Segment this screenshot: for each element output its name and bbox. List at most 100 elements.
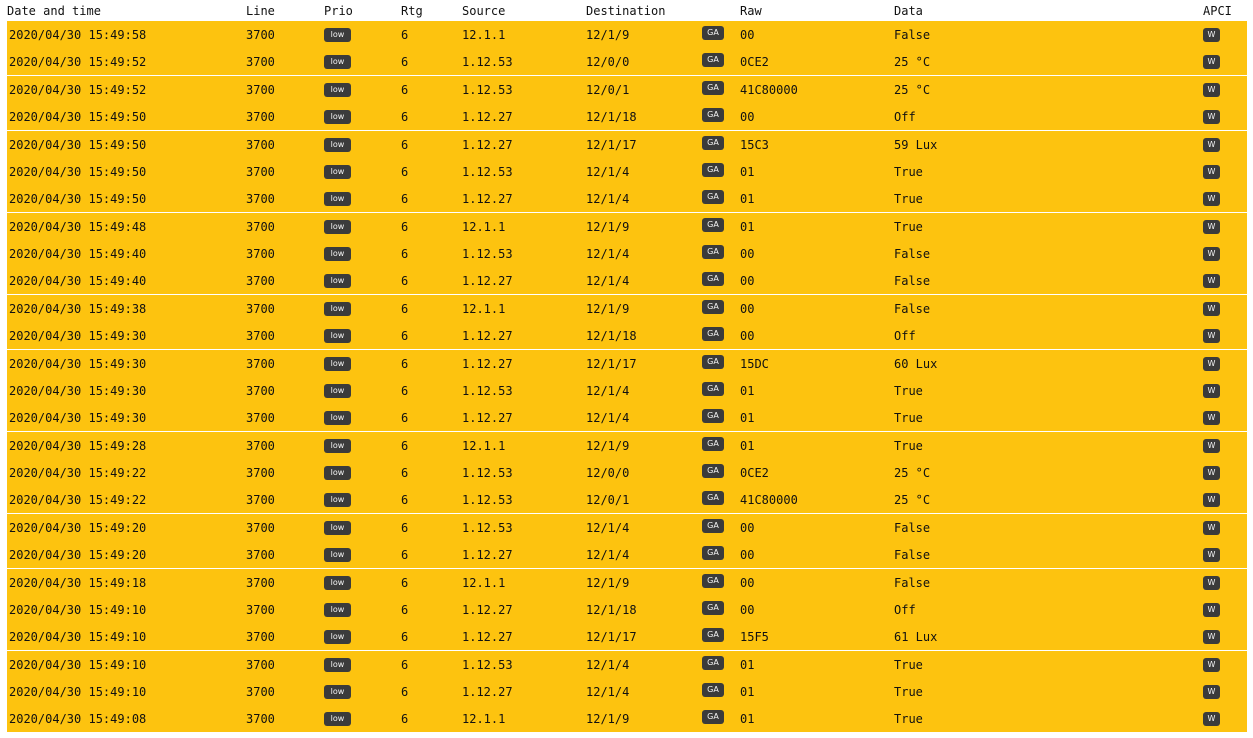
cell-source: 12.1.1 <box>462 575 506 590</box>
table-row[interactable]: 2020/04/30 15:49:40 3700 low 6 1.12.53 1… <box>7 240 1247 267</box>
table-row[interactable]: 2020/04/30 15:49:18 3700 low 6 12.1.1 12… <box>7 568 1247 596</box>
table-row[interactable]: 2020/04/30 15:49:58 3700 low 6 12.1.1 12… <box>7 21 1247 48</box>
cell-raw: 00 <box>740 520 755 535</box>
table-row[interactable]: 2020/04/30 15:49:50 3700 low 6 1.12.27 1… <box>7 130 1247 158</box>
cell-destination: 12/1/4 <box>586 192 630 207</box>
table-row[interactable]: 2020/04/30 15:49:22 3700 low 6 1.12.53 1… <box>7 486 1247 514</box>
cell-data: 25 °C <box>894 493 931 508</box>
cell-date: 2020/04/30 15:49:58 <box>9 28 147 42</box>
cell-line: 3700 <box>246 137 275 152</box>
cell-destination: 12/1/4 <box>586 247 630 261</box>
cell-rtg: 6 <box>401 685 409 699</box>
apci-badge: W <box>1203 438 1220 453</box>
cell-data: True <box>894 685 923 699</box>
cell-raw: 41C80000 <box>740 493 798 508</box>
table-row[interactable]: 2020/04/30 15:49:10 3700 low 6 1.12.27 1… <box>7 623 1247 651</box>
cell-raw: 00 <box>740 28 755 42</box>
table-row[interactable]: 2020/04/30 15:49:40 3700 low 6 1.12.27 1… <box>7 267 1247 295</box>
column-header-source[interactable]: Source <box>462 4 506 18</box>
prio-badge: low <box>324 493 351 508</box>
column-header-destination[interactable]: Destination <box>586 4 666 18</box>
cell-date: 2020/04/30 15:49:18 <box>9 575 147 590</box>
cell-raw: 00 <box>740 274 755 289</box>
cell-data: True <box>894 219 923 234</box>
prio-badge: low <box>324 685 351 699</box>
table-row[interactable]: 2020/04/30 15:49:20 3700 low 6 1.12.53 1… <box>7 513 1247 541</box>
table-row[interactable]: 2020/04/30 15:49:50 3700 low 6 1.12.27 1… <box>7 103 1247 131</box>
table-row[interactable]: 2020/04/30 15:49:48 3700 low 6 12.1.1 12… <box>7 212 1247 240</box>
apci-badge: W <box>1203 110 1220 125</box>
cell-rtg: 6 <box>401 301 409 316</box>
cell-destination: 12/0/1 <box>586 82 630 97</box>
cell-source: 1.12.53 <box>462 520 513 535</box>
column-header-rtg[interactable]: Rtg <box>401 4 423 18</box>
apci-badge: W <box>1203 575 1220 590</box>
cell-source: 1.12.53 <box>462 466 513 480</box>
cell-line: 3700 <box>246 110 275 125</box>
table-row[interactable]: 2020/04/30 15:49:30 3700 low 6 1.12.27 1… <box>7 322 1247 350</box>
apci-badge: W <box>1203 137 1220 152</box>
cell-data: 25 °C <box>894 55 931 70</box>
cell-data: 25 °C <box>894 82 931 97</box>
cell-line: 3700 <box>246 685 275 699</box>
cell-destination: 12/1/9 <box>586 575 630 590</box>
table-row[interactable]: 2020/04/30 15:49:50 3700 low 6 1.12.27 1… <box>7 185 1247 213</box>
column-header-raw[interactable]: Raw <box>740 4 762 18</box>
cell-date: 2020/04/30 15:49:20 <box>9 520 147 535</box>
cell-rtg: 6 <box>401 219 409 234</box>
table-row[interactable]: 2020/04/30 15:49:22 3700 low 6 1.12.53 1… <box>7 459 1247 486</box>
cell-rtg: 6 <box>401 356 409 371</box>
column-header-prio[interactable]: Prio <box>324 4 353 18</box>
apci-badge: W <box>1203 520 1220 535</box>
cell-line: 3700 <box>246 274 275 289</box>
column-header-apci[interactable]: APCI <box>1203 4 1232 18</box>
table-row[interactable]: 2020/04/30 15:49:52 3700 low 6 1.12.53 1… <box>7 75 1247 103</box>
cell-raw: 00 <box>740 575 755 590</box>
cell-data: True <box>894 657 923 672</box>
apci-badge: W <box>1203 329 1220 344</box>
cell-date: 2020/04/30 15:49:08 <box>9 712 147 727</box>
table-row[interactable]: 2020/04/30 15:49:30 3700 low 6 1.12.27 1… <box>7 404 1247 432</box>
cell-line: 3700 <box>246 602 275 617</box>
address-type-badge: GA <box>702 245 724 259</box>
table-row[interactable]: 2020/04/30 15:49:30 3700 low 6 1.12.27 1… <box>7 349 1247 377</box>
cell-date: 2020/04/30 15:49:40 <box>9 274 147 289</box>
prio-badge: low <box>324 602 351 617</box>
address-type-badge: GA <box>702 710 724 725</box>
table-row[interactable]: 2020/04/30 15:49:10 3700 low 6 1.12.27 1… <box>7 678 1247 705</box>
cell-date: 2020/04/30 15:49:30 <box>9 329 147 344</box>
apci-badge: W <box>1203 411 1220 426</box>
prio-badge: low <box>324 28 351 42</box>
table-row[interactable]: 2020/04/30 15:49:08 3700 low 6 12.1.1 12… <box>7 705 1247 733</box>
table-row[interactable]: 2020/04/30 15:49:28 3700 low 6 12.1.1 12… <box>7 431 1247 459</box>
cell-data: Off <box>894 602 916 617</box>
address-type-badge: GA <box>702 354 724 369</box>
column-header-data[interactable]: Data <box>894 4 923 18</box>
table-row[interactable]: 2020/04/30 15:49:38 3700 low 6 12.1.1 12… <box>7 294 1247 322</box>
table-row[interactable]: 2020/04/30 15:49:50 3700 low 6 1.12.53 1… <box>7 157 1247 185</box>
cell-source: 12.1.1 <box>462 438 506 453</box>
prio-badge: low <box>324 247 351 261</box>
cell-raw: 01 <box>740 411 755 426</box>
table-row[interactable]: 2020/04/30 15:49:52 3700 low 6 1.12.53 1… <box>7 48 1247 76</box>
table-row[interactable]: 2020/04/30 15:49:10 3700 low 6 1.12.53 1… <box>7 650 1247 678</box>
cell-destination: 12/0/1 <box>586 493 630 508</box>
cell-line: 3700 <box>246 164 275 179</box>
cell-raw: 00 <box>740 548 755 563</box>
table-row[interactable]: 2020/04/30 15:49:20 3700 low 6 1.12.27 1… <box>7 541 1247 569</box>
table-row[interactable]: 2020/04/30 15:49:30 3700 low 6 1.12.53 1… <box>7 376 1247 404</box>
table-body: 2020/04/30 15:49:58 3700 low 6 12.1.1 12… <box>7 21 1247 733</box>
cell-data: True <box>894 192 923 207</box>
column-header-date[interactable]: Date and time <box>7 4 101 18</box>
cell-rtg: 6 <box>401 657 409 672</box>
cell-data: Off <box>894 329 916 344</box>
cell-source: 1.12.27 <box>462 192 513 207</box>
cell-data: True <box>894 712 923 727</box>
table-row[interactable]: 2020/04/30 15:49:10 3700 low 6 1.12.27 1… <box>7 595 1247 623</box>
prio-badge: low <box>324 82 351 97</box>
cell-data: False <box>894 274 931 289</box>
prio-badge: low <box>324 383 351 398</box>
cell-data: True <box>894 164 923 179</box>
column-header-line[interactable]: Line <box>246 4 275 18</box>
cell-raw: 0CE2 <box>740 55 769 70</box>
